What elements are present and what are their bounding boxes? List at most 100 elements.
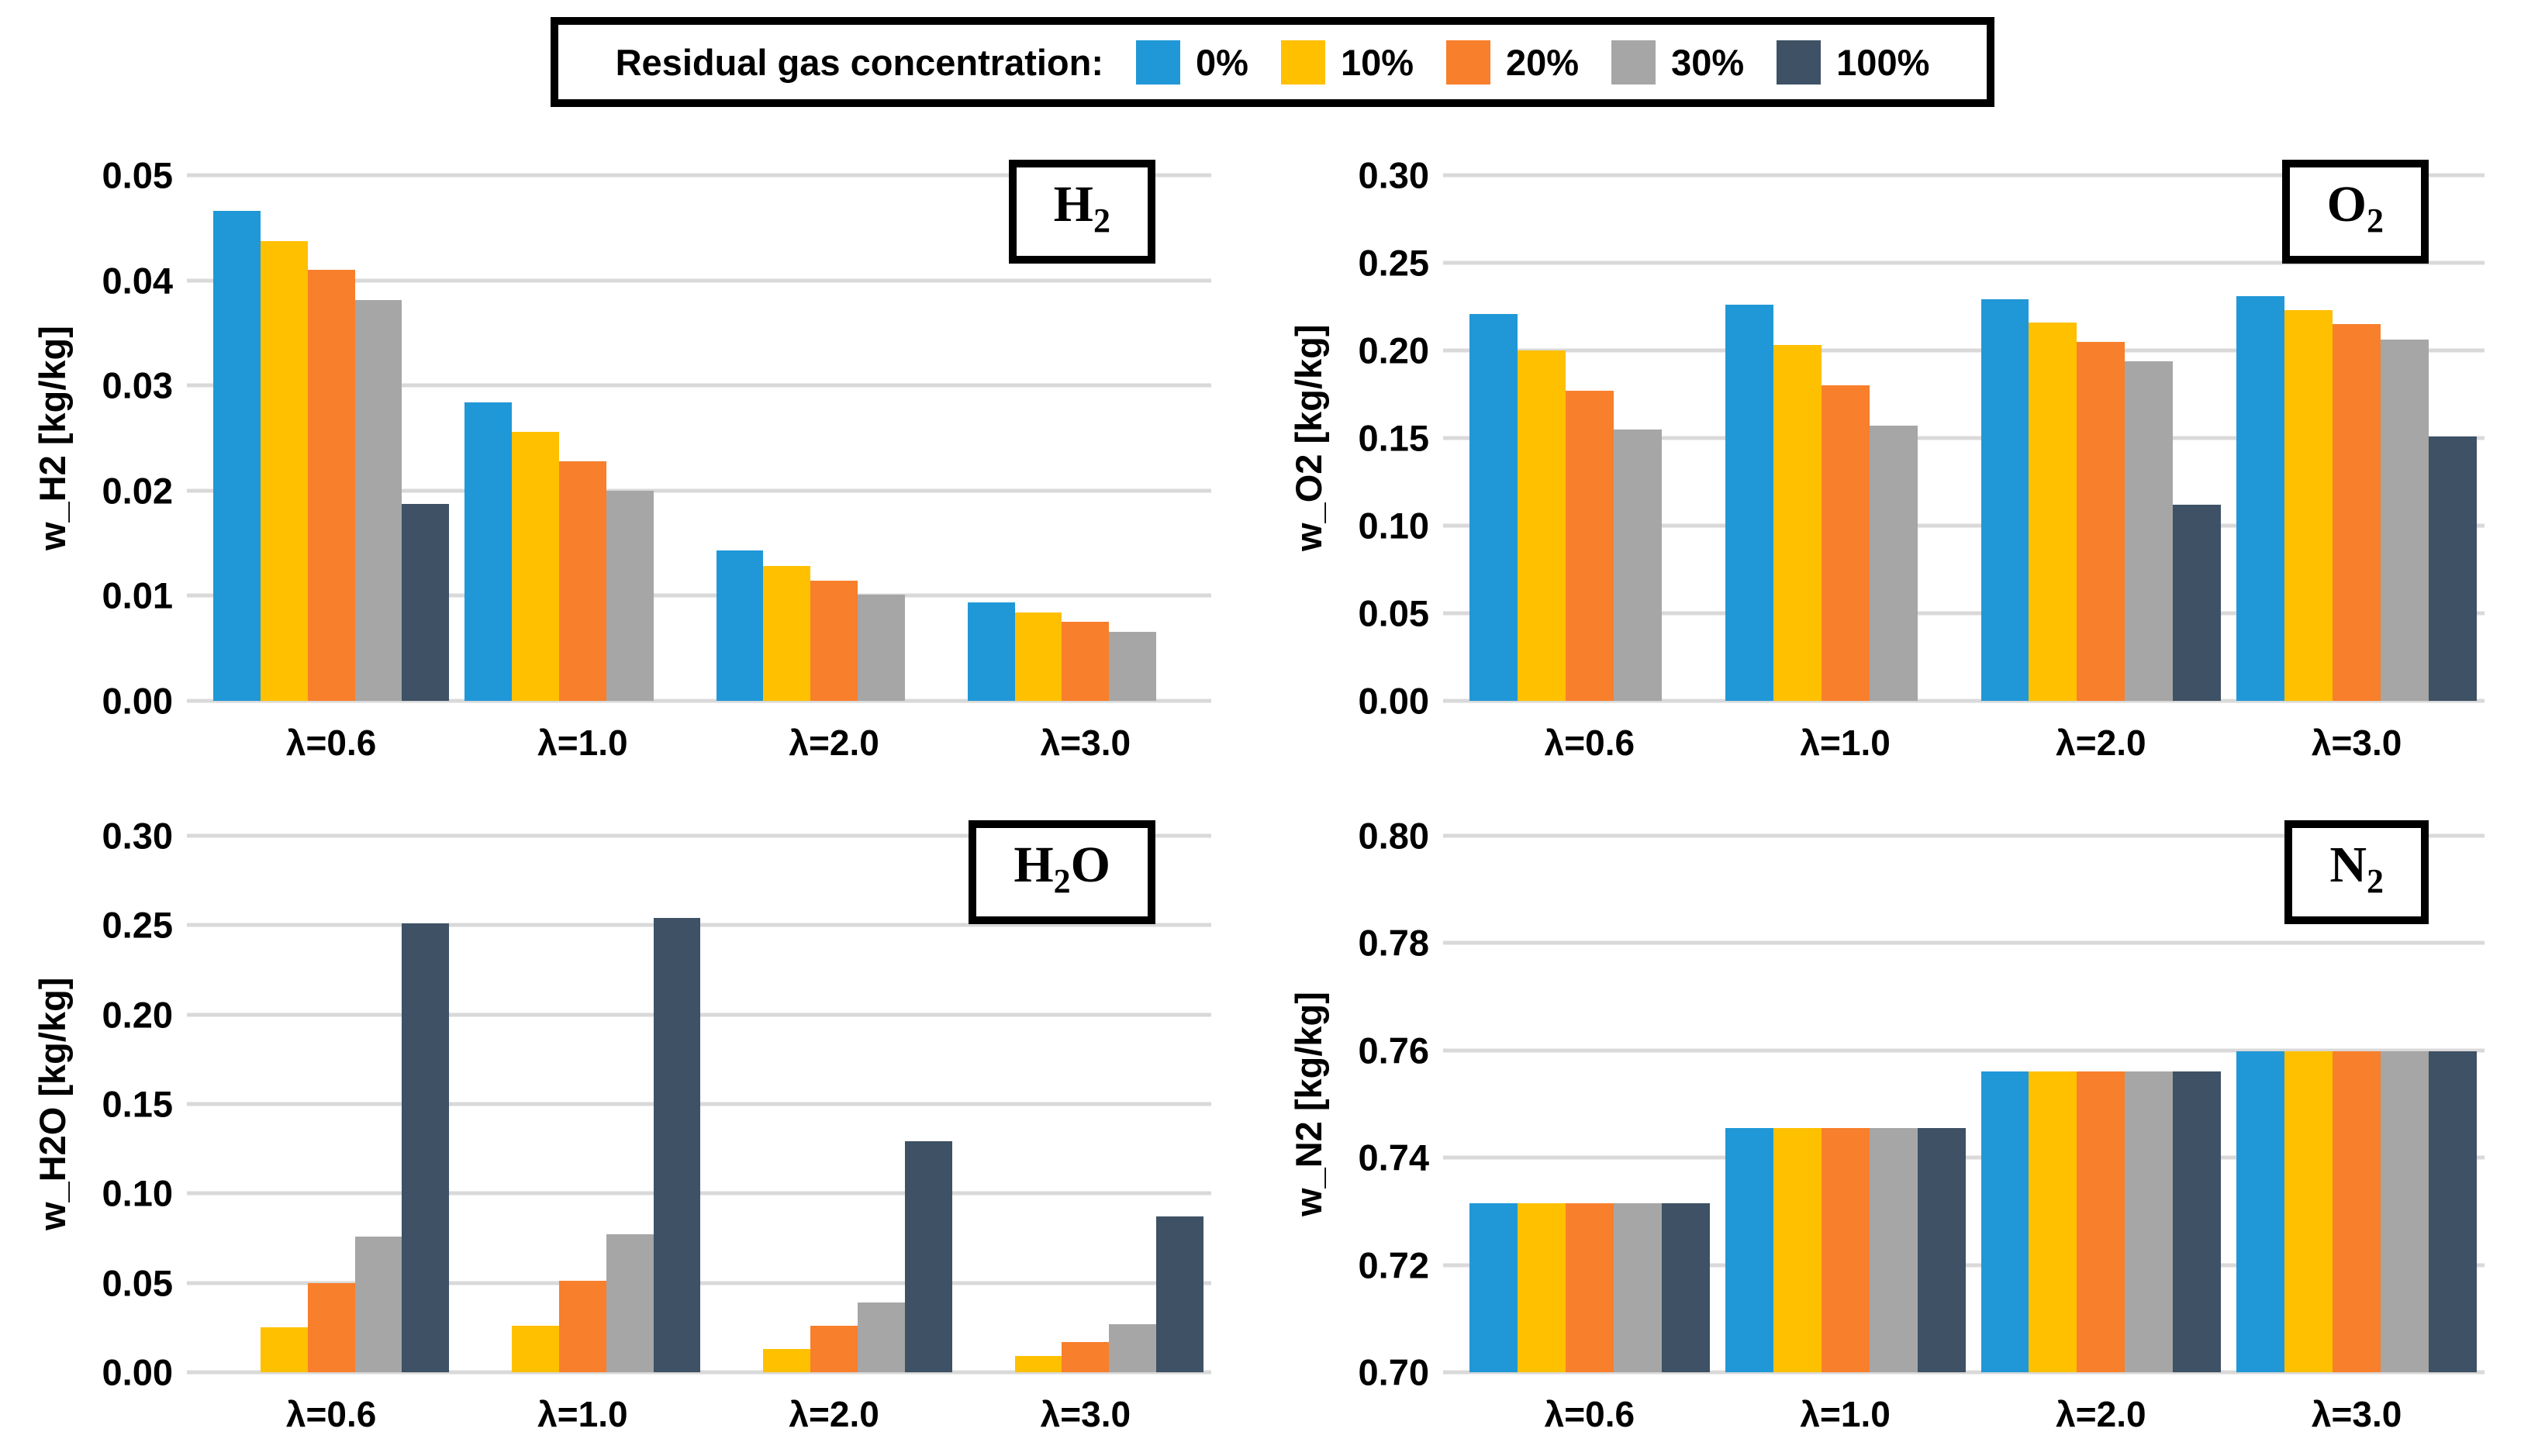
bar-100%-λ=0.6 — [402, 923, 450, 1372]
gridline — [187, 278, 1211, 283]
bar-100%-λ=1.0 — [653, 918, 701, 1372]
bar-0%-λ=3.0 — [2236, 295, 2285, 701]
bar-20%-λ=2.0 — [2077, 341, 2125, 701]
bar-10%-λ=2.0 — [763, 1349, 811, 1372]
gridline — [1443, 940, 2485, 945]
y-tick-label: 0.15 — [1358, 417, 1429, 459]
y-tick-label: 0.20 — [1358, 329, 1429, 371]
y-tick-label: 0.05 — [1358, 592, 1429, 634]
bar-100%-λ=0.6 — [402, 504, 450, 701]
y-axis-title: w_O2 [kg/kg] — [1288, 324, 1329, 552]
gridline — [1443, 436, 2485, 440]
bar-100%-λ=1.0 — [1917, 1128, 1966, 1372]
y-tick-label: 0.25 — [102, 904, 173, 946]
bar-group — [457, 836, 708, 1372]
x-axis-categories: λ=0.6 λ=1.0 λ=2.0 λ=3.0 — [1462, 1372, 2485, 1456]
chart-title-badge: O2 — [2281, 160, 2429, 264]
gridline — [1443, 611, 2485, 616]
y-tick-label: 0.03 — [102, 364, 173, 406]
legend-item-label: 0% — [1196, 41, 1248, 83]
bar-20%-λ=3.0 — [1062, 622, 1110, 701]
y-axis-ticks: 0.00 0.05 0.10 0.15 0.20 0.25 0.30 — [1345, 155, 1462, 722]
chart-title-badge: H2O — [969, 820, 1155, 924]
bar-group — [1462, 175, 1718, 701]
x-category-label: λ=1.0 — [1800, 723, 1891, 763]
y-tick-label: 0.30 — [102, 815, 173, 857]
bar-100%-λ=3.0 — [2429, 436, 2478, 701]
bar-10%-λ=3.0 — [2284, 310, 2333, 701]
chart-panel-h2o: w_H2O [kg/kg] 0.00 0.05 0.10 0.15 0.20 0.25 0.… — [16, 795, 1256, 1456]
gridline — [187, 833, 1211, 838]
gridline — [1443, 699, 2485, 703]
gridline — [1443, 523, 2485, 528]
y-tick-label: 0.25 — [1358, 242, 1429, 284]
bar-20%-λ=2.0 — [2077, 1071, 2125, 1372]
bar-30%-λ=3.0 — [2381, 340, 2429, 701]
bar-group — [205, 836, 457, 1372]
bar-0%-λ=2.0 — [1980, 299, 2029, 701]
legend-swatch — [1611, 40, 1656, 85]
bar-10%-λ=1.0 — [1773, 345, 1822, 701]
bar-20%-λ=0.6 — [1565, 1203, 1614, 1372]
y-tick-label: 0.70 — [1358, 1351, 1429, 1393]
bar-10%-λ=1.0 — [512, 431, 559, 701]
bar-10%-λ=0.6 — [260, 1327, 308, 1372]
plot-area: N2 — [1443, 820, 2485, 1375]
bar-20%-λ=1.0 — [1821, 1128, 1870, 1372]
x-category-label: λ=0.6 — [285, 1394, 377, 1434]
chart-title-suffix: O — [1070, 837, 1110, 893]
gridline — [187, 1370, 1211, 1375]
bar-100%-λ=2.0 — [2173, 504, 2222, 701]
bar-20%-λ=1.0 — [558, 461, 606, 701]
chart-title-badge: N2 — [2284, 820, 2429, 924]
x-category-label: λ=0.6 — [1544, 1394, 1635, 1434]
bar-30%-λ=1.0 — [1869, 426, 1918, 701]
bar-30%-λ=0.6 — [354, 1236, 402, 1372]
bar-10%-λ=2.0 — [2029, 322, 2077, 701]
y-axis-title: w_H2O [kg/kg] — [32, 977, 73, 1231]
bar-0%-λ=1.0 — [464, 402, 513, 701]
bar-0%-λ=3.0 — [967, 602, 1015, 701]
bar-0%-λ=3.0 — [2236, 1051, 2285, 1372]
y-tick-label: 0.02 — [102, 470, 173, 512]
bar-group — [2229, 836, 2485, 1372]
bar-group — [709, 175, 960, 701]
legend-item: 30% — [1611, 40, 1744, 85]
bar-30%-λ=1.0 — [606, 490, 654, 701]
gridline — [187, 699, 1211, 703]
y-tick-label: 0.76 — [1358, 1030, 1429, 1071]
y-tick-label: 0.15 — [102, 1083, 173, 1125]
bar-30%-λ=2.0 — [2125, 1071, 2174, 1372]
chart-grid: w_H2 [kg/kg] 0.00 0.01 0.02 0.03 0.04 0.05 H2… — [0, 135, 2545, 1456]
chart-title-base: N — [2329, 837, 2367, 893]
y-tick-label: 0.78 — [1358, 922, 1429, 964]
y-axis-ticks: 0.00 0.01 0.02 0.03 0.04 0.05 — [89, 155, 205, 722]
legend-swatch — [1446, 40, 1491, 85]
bar-20%-λ=0.6 — [1565, 390, 1614, 701]
chart-panel-h2: w_H2 [kg/kg] 0.00 0.01 0.02 0.03 0.04 0.05 H2… — [16, 135, 1256, 785]
y-tick-label: 0.30 — [1358, 154, 1429, 196]
bar-20%-λ=3.0 — [2333, 1051, 2381, 1372]
chart-title-base: H — [1014, 837, 1054, 893]
bar-groups — [205, 175, 1211, 701]
y-axis-title: w_N2 [kg/kg] — [1288, 992, 1329, 1216]
bar-10%-λ=2.0 — [763, 566, 811, 701]
y-tick-label: 0.72 — [1358, 1244, 1429, 1286]
legend-swatch — [1777, 40, 1822, 85]
bar-group — [205, 175, 457, 701]
legend-items: 0% 10% 20% 30% 100% — [1103, 40, 1929, 85]
bar-10%-λ=3.0 — [2284, 1051, 2333, 1372]
bar-30%-λ=1.0 — [1869, 1128, 1918, 1372]
plot-area: H2 — [187, 160, 1211, 703]
gridline — [1443, 1370, 2485, 1375]
y-tick-label: 0.00 — [102, 680, 173, 722]
y-tick-label: 0.04 — [102, 260, 173, 302]
bar-30%-λ=2.0 — [858, 595, 905, 701]
bar-group — [1718, 175, 1973, 701]
gridline — [187, 488, 1211, 493]
bar-groups — [1462, 836, 2485, 1372]
x-category-label: λ=3.0 — [1040, 723, 1131, 763]
bar-group — [2229, 175, 2485, 701]
y-tick-label: 0.10 — [102, 1172, 173, 1214]
x-axis-categories: λ=0.6 λ=1.0 λ=2.0 λ=3.0 — [205, 701, 1211, 785]
